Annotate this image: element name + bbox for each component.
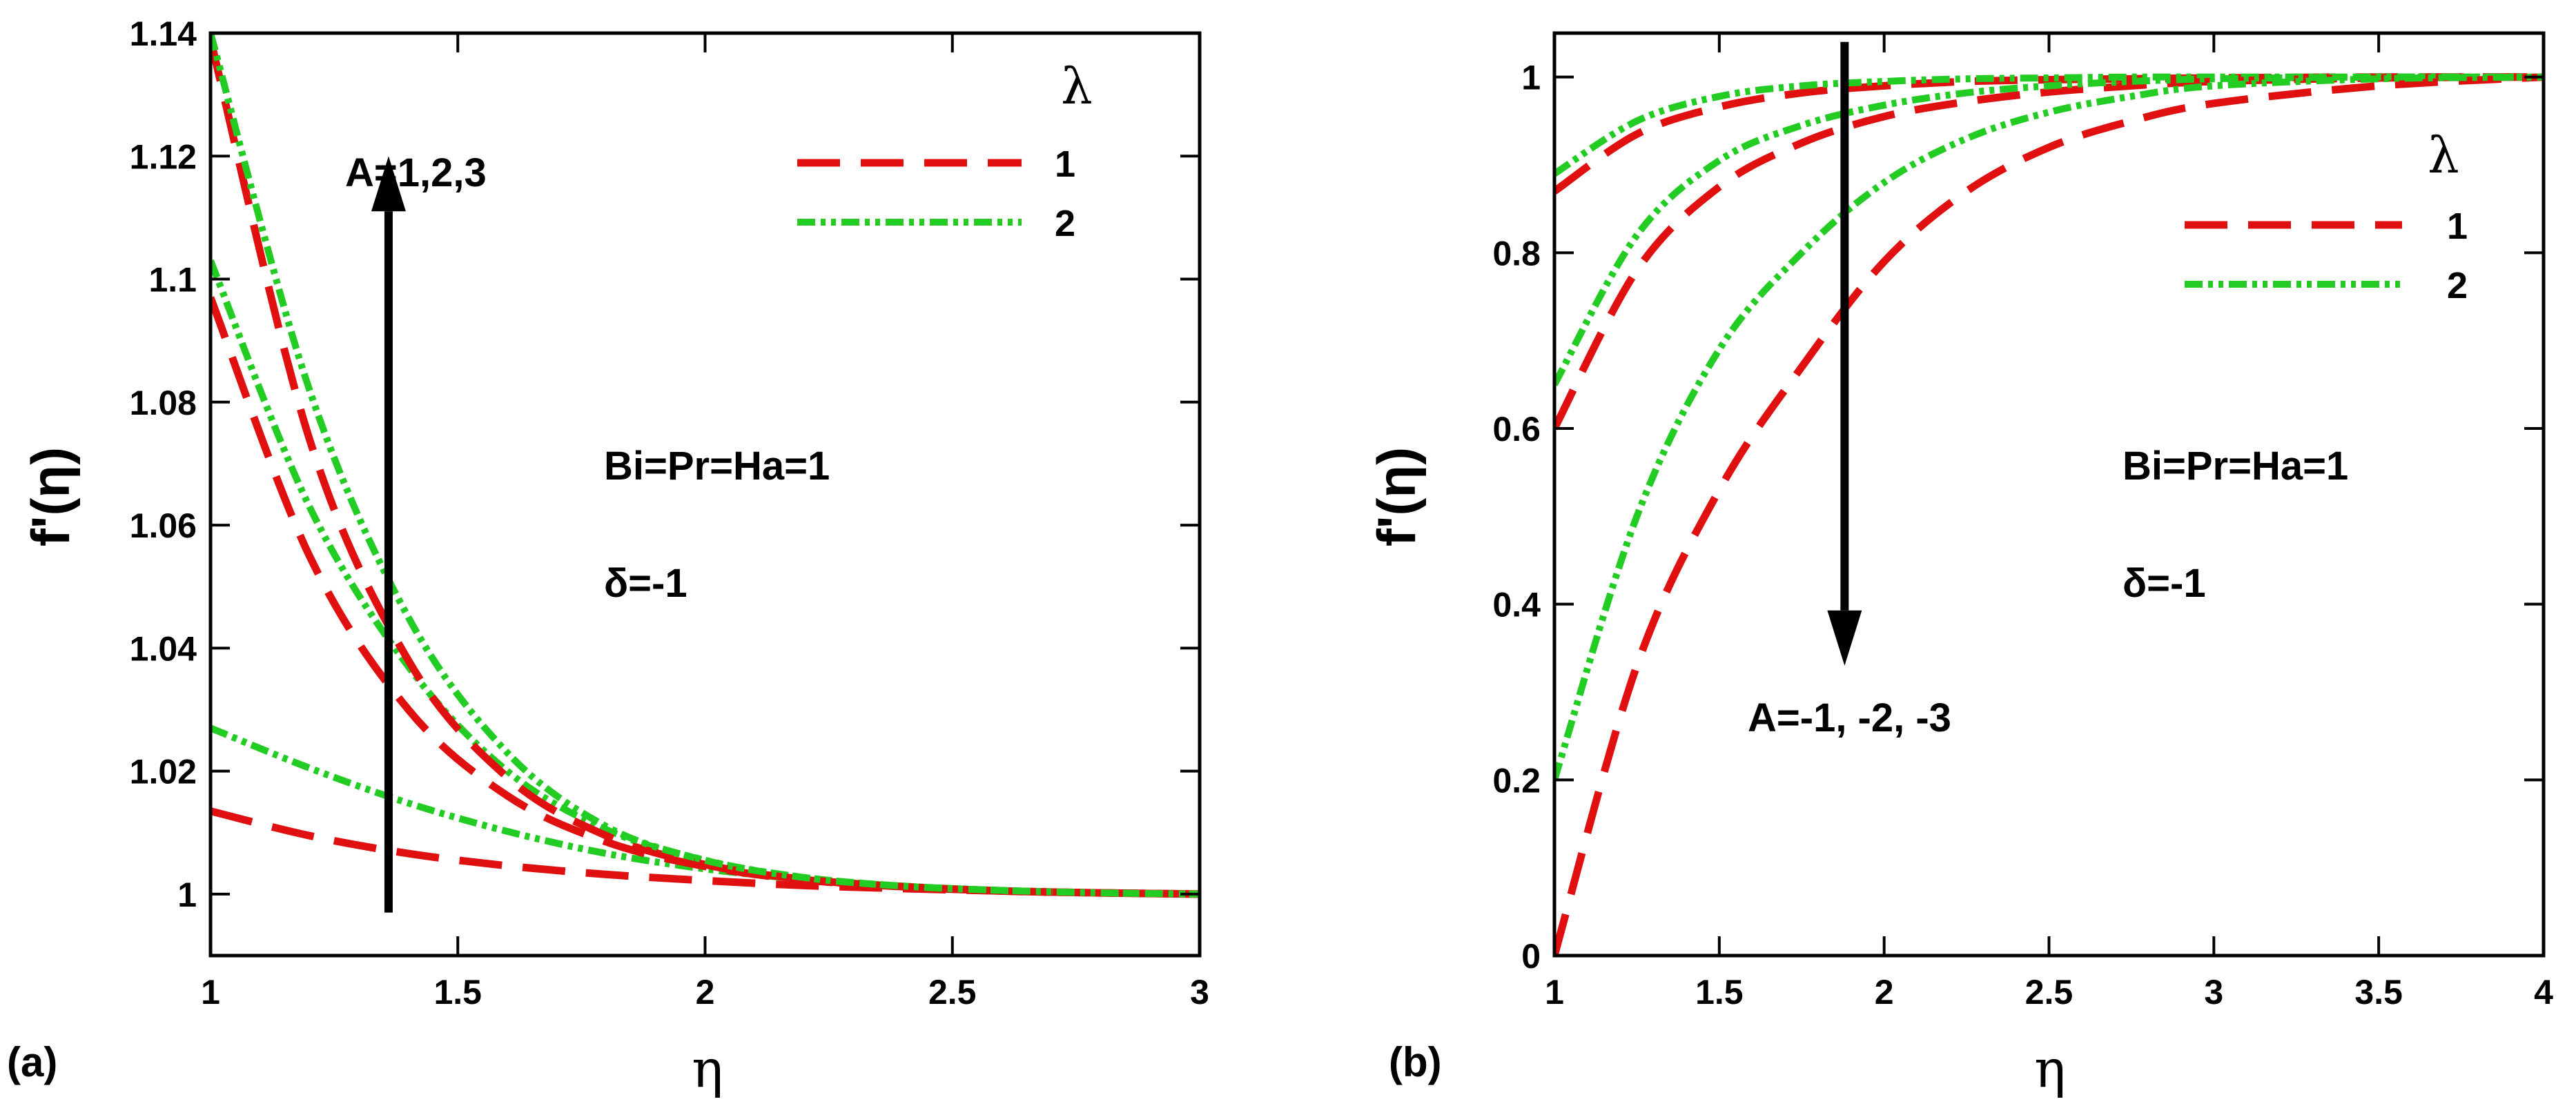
legend: λ 1 2 bbox=[797, 57, 1093, 244]
x-tick-label: 3.5 bbox=[2354, 973, 2403, 1011]
x-tick-label: 1.5 bbox=[433, 973, 482, 1011]
y-tick-label: 0.2 bbox=[1492, 761, 1541, 800]
y-tick-label: 1.06 bbox=[130, 506, 197, 545]
trend-arrow-head bbox=[371, 156, 406, 212]
panel-label: (b) bbox=[1389, 1039, 1442, 1085]
legend: λ 1 2 bbox=[2185, 126, 2468, 306]
legend-title: λ bbox=[2428, 126, 2459, 184]
y-tick-label: 1 bbox=[177, 876, 197, 914]
series-line-lambda2-Am1 bbox=[1554, 73, 2544, 177]
x-tick-label: 4 bbox=[2534, 973, 2553, 1011]
y-tick-label: 0 bbox=[1521, 937, 1541, 976]
delta-text: δ=-1 bbox=[604, 561, 687, 606]
y-axis-label: f'(η) bbox=[20, 447, 81, 546]
delta-text: δ=-1 bbox=[2123, 561, 2206, 606]
x-tick-label: 2 bbox=[1875, 973, 1894, 1011]
series-line-lambda1-A1 bbox=[211, 807, 1200, 898]
series-line-lambda2-A2 bbox=[211, 259, 1200, 898]
y-tick-label: 1.14 bbox=[130, 14, 197, 53]
parameter-text: Bi=Pr=Ha=1 bbox=[2123, 444, 2348, 488]
y-tick-label: 1.02 bbox=[130, 753, 197, 791]
y-tick-label: 0.4 bbox=[1492, 586, 1541, 624]
y-tick-label: 1.12 bbox=[130, 137, 197, 176]
legend-label: 2 bbox=[2447, 265, 2468, 306]
panel-label: (a) bbox=[7, 1039, 57, 1085]
y-tick-label: 0.8 bbox=[1492, 234, 1541, 273]
arrow-annotation-text: A=-1, -2, -3 bbox=[1748, 695, 1951, 740]
x-tick-label: 3 bbox=[1190, 973, 1209, 1011]
y-axis-label: f'(η) bbox=[1366, 447, 1427, 546]
series-line-lambda2-Am2 bbox=[1554, 73, 2544, 386]
y-tick-label: 1.1 bbox=[148, 261, 197, 299]
panel-a-plot: 1 1.5 2 2.5 3 1 1.02 1.04 1.06 1.08 1.1 1.12 1.14 η f'… bbox=[7, 14, 1209, 1099]
y-tick-label: 1 bbox=[1521, 59, 1541, 97]
panel-b-plot: 1 1.5 2 2.5 3 3.5 4 0 0.2 0.4 0.6 0.8 1 η f'(η) (b) λ 1 2 A… bbox=[1366, 31, 2553, 1099]
series-line-lambda2-Am3 bbox=[1554, 73, 2544, 781]
series-group bbox=[211, 33, 1200, 898]
legend-label: 1 bbox=[1055, 144, 1075, 185]
y-tick-label: 0.6 bbox=[1492, 410, 1541, 448]
series-group bbox=[1554, 73, 2544, 956]
x-tick-label: 3 bbox=[2204, 973, 2223, 1011]
y-tick-label: 1.04 bbox=[130, 629, 197, 668]
x-tick-label: 1 bbox=[1545, 973, 1564, 1011]
legend-title: λ bbox=[1061, 57, 1093, 115]
x-tick-label: 1.5 bbox=[1695, 973, 1744, 1011]
y-tick-label: 1.08 bbox=[130, 384, 197, 422]
x-axis-label: η bbox=[2034, 1038, 2066, 1099]
x-tick-label: 2.5 bbox=[2025, 973, 2074, 1011]
series-line-lambda1-A3 bbox=[211, 38, 1200, 898]
x-tick-label: 2.5 bbox=[928, 973, 977, 1011]
x-tick-label: 2 bbox=[696, 973, 715, 1011]
series-line-lambda1-Am3 bbox=[1554, 73, 2544, 956]
legend-label: 1 bbox=[2447, 206, 2468, 247]
trend-arrow-head bbox=[1827, 610, 1862, 666]
legend-label: 2 bbox=[1055, 203, 1075, 244]
arrow-annotation-text: A=1,2,3 bbox=[345, 150, 487, 195]
x-axis-label: η bbox=[692, 1038, 723, 1099]
plot-frame bbox=[1552, 31, 2546, 958]
parameter-text: Bi=Pr=Ha=1 bbox=[604, 444, 830, 488]
x-tick-label: 1 bbox=[201, 973, 220, 1011]
